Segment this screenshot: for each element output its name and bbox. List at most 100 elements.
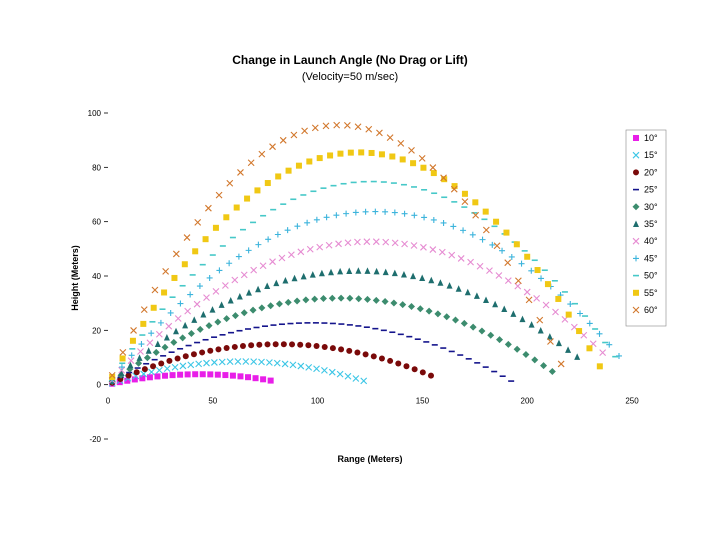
legend-label: 50°: [644, 271, 658, 281]
data-point: [329, 345, 336, 352]
data-point: [492, 300, 499, 308]
data-point: [258, 304, 266, 312]
x-tick-label: 50: [208, 397, 217, 406]
data-point: [363, 238, 371, 246]
data-point: [524, 253, 531, 260]
data-point: [212, 224, 219, 231]
data-point: [173, 327, 180, 335]
data-point: [258, 150, 266, 158]
data-point: [275, 173, 282, 180]
data-point: [472, 199, 479, 206]
data-point: [408, 303, 416, 311]
data-point: [344, 239, 352, 247]
data-point: [536, 316, 544, 324]
data-point: [503, 229, 510, 236]
data-point: [531, 356, 539, 364]
data-point: [118, 366, 126, 374]
data-point: [510, 310, 517, 317]
data-point: [245, 247, 252, 254]
data-point: [327, 152, 334, 159]
data-point: [440, 219, 447, 226]
data-point: [231, 276, 239, 284]
data-point: [316, 155, 323, 162]
data-point: [146, 374, 153, 381]
y-tick-label: 80: [92, 163, 101, 172]
data-point: [533, 294, 541, 302]
data-point: [408, 146, 415, 154]
data-point: [501, 305, 508, 312]
data-point: [365, 125, 373, 133]
series-35-deg: [109, 267, 581, 384]
data-point: [457, 255, 465, 262]
data-point: [328, 368, 336, 376]
data-point: [282, 277, 289, 284]
data-point: [399, 301, 407, 309]
data-point: [358, 149, 365, 156]
data-point: [311, 295, 319, 303]
y-tick-label: 40: [92, 272, 101, 281]
data-point: [169, 372, 176, 379]
data-point: [487, 331, 495, 339]
data-point: [508, 253, 515, 260]
data-point: [464, 288, 471, 296]
data-point: [410, 242, 418, 249]
data-point: [172, 250, 180, 258]
data-point: [297, 248, 305, 256]
data-point: [443, 313, 451, 321]
data-point: [155, 366, 163, 374]
data-point: [574, 353, 581, 360]
legend-marker: [633, 135, 639, 141]
legend: 10° 15° 20° 25° 30° 35° 40° 45° 50° 55° 60°: [625, 129, 667, 327]
x-tick-label: 150: [416, 397, 430, 406]
data-point: [260, 376, 267, 383]
data-point: [184, 307, 192, 315]
data-point: [419, 369, 426, 376]
data-point: [440, 174, 447, 182]
data-point: [202, 236, 209, 243]
data-point: [249, 306, 257, 314]
data-point: [148, 330, 155, 337]
data-point: [448, 251, 456, 259]
legend-label: 15°: [644, 150, 658, 160]
data-point: [215, 191, 223, 199]
data-point: [177, 371, 184, 378]
data-point: [429, 246, 437, 253]
data-point: [321, 343, 328, 350]
data-point: [313, 365, 320, 373]
legend-label: 40°: [644, 236, 658, 246]
data-point: [297, 341, 304, 348]
data-point: [214, 318, 222, 326]
data-point: [281, 360, 289, 368]
data-point: [199, 349, 206, 356]
data-point: [318, 269, 325, 277]
data-point: [400, 270, 407, 278]
data-point: [129, 337, 136, 344]
data-point: [161, 289, 168, 296]
data-point: [272, 341, 279, 348]
data-point: [116, 379, 123, 386]
data-point: [143, 354, 151, 362]
data-point: [343, 121, 351, 129]
data-point: [291, 274, 298, 282]
data-point: [418, 155, 426, 162]
data-point: [290, 131, 298, 139]
legend-marker: [633, 169, 639, 176]
data-point: [537, 327, 544, 334]
data-point: [513, 241, 520, 248]
legend-label: 45°: [644, 253, 658, 263]
data-point: [555, 295, 562, 302]
data-point: [288, 251, 295, 259]
data-point: [467, 258, 474, 266]
data-point: [171, 363, 179, 371]
data-point: [124, 377, 131, 384]
data-point: [182, 353, 189, 360]
data-point: [212, 287, 220, 295]
data-point: [207, 371, 214, 378]
data-point: [240, 309, 248, 317]
data-point: [158, 360, 165, 367]
data-point: [125, 372, 132, 379]
x-tick-label: 200: [521, 397, 535, 406]
data-point: [119, 355, 126, 362]
data-point: [337, 294, 345, 302]
data-point: [108, 371, 116, 379]
